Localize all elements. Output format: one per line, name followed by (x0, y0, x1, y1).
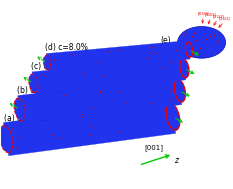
Ellipse shape (166, 103, 180, 130)
Text: (c) c=5.0%: (c) c=5.0% (31, 62, 73, 71)
Text: [110]: [110] (219, 17, 230, 21)
Ellipse shape (29, 74, 38, 93)
Polygon shape (18, 77, 182, 123)
Text: [320]: [320] (205, 12, 217, 16)
Ellipse shape (14, 98, 25, 121)
Ellipse shape (44, 55, 51, 70)
Text: z: z (174, 156, 178, 165)
Ellipse shape (178, 26, 226, 58)
Text: [001]: [001] (144, 144, 163, 151)
Ellipse shape (185, 42, 193, 57)
Ellipse shape (180, 59, 189, 78)
Ellipse shape (0, 126, 13, 153)
Text: [210]: [210] (212, 14, 224, 18)
Polygon shape (46, 41, 190, 72)
Text: (a) c=0.5%: (a) c=0.5% (4, 114, 47, 123)
Text: [010]: [010] (198, 11, 209, 15)
Text: (d) c=8.0%: (d) c=8.0% (45, 43, 88, 53)
Text: (b) c=3.0%: (b) c=3.0% (17, 86, 60, 95)
Polygon shape (32, 57, 186, 95)
Polygon shape (3, 100, 176, 156)
Text: (e): (e) (160, 36, 171, 45)
Ellipse shape (174, 80, 185, 102)
